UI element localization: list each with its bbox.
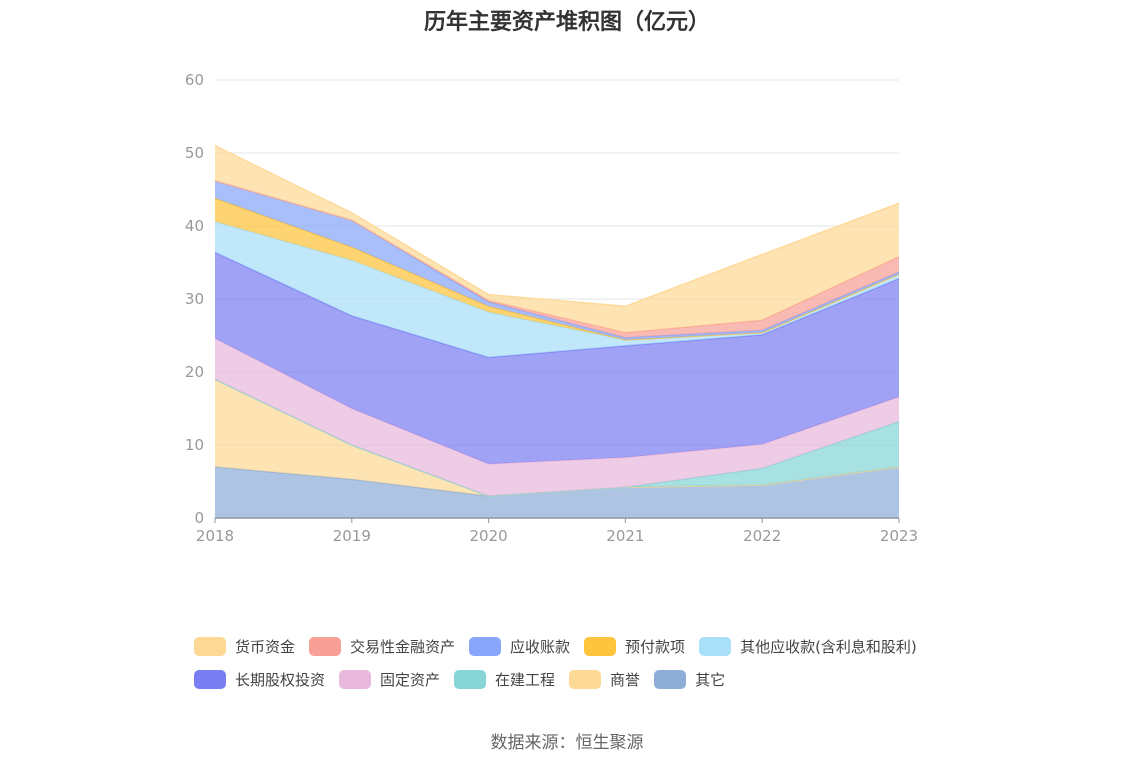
legend-label: 应收账款 [510, 638, 571, 656]
legend-row: 长期股权投资 固定资产 在建工程 商誉 其它 [194, 663, 974, 696]
legend-item[interactable]: 长期股权投资 [194, 669, 325, 690]
legend-label: 交易性金融资产 [350, 638, 456, 656]
legend-swatch [584, 637, 617, 656]
legend-swatch [454, 670, 487, 689]
legend-label: 固定资产 [380, 671, 441, 689]
x-tick-label: 2022 [743, 527, 781, 545]
y-axis: 0 10 20 30 40 50 60 [185, 71, 204, 527]
legend-label: 货币资金 [235, 638, 296, 656]
legend-item[interactable]: 其他应收款(含利息和股利) [699, 636, 917, 657]
area-layer [214, 145, 900, 518]
y-tick-label: 10 [185, 436, 204, 454]
legend-swatch [194, 637, 226, 656]
legend-swatch [699, 637, 732, 656]
legend-label: 其他应收款(含利息和股利) [740, 638, 917, 656]
legend-label: 预付款项 [625, 638, 686, 656]
x-tick-label: 2020 [470, 527, 508, 545]
legend-item[interactable]: 在建工程 [454, 669, 555, 690]
legend-swatch [469, 637, 502, 656]
series-line-9 [214, 145, 900, 308]
area-series-3[interactable] [215, 338, 899, 497]
area-series-1[interactable] [215, 379, 899, 497]
legend-swatch [339, 670, 372, 689]
x-tick-label: 2019 [333, 527, 371, 545]
data-source-note: 数据来源：恒生聚源 [490, 733, 644, 753]
legend-item[interactable]: 商誉 [569, 669, 640, 690]
x-tick-label: 2023 [880, 527, 918, 545]
legend-item[interactable]: 预付款项 [584, 636, 685, 657]
area-series-5[interactable] [215, 221, 899, 358]
legend-swatch [194, 670, 226, 689]
stacked-area-chart: 0 10 20 30 40 50 60 2018 2019 2020 2021 2022 2023 [185, 71, 918, 545]
legend-item[interactable]: 其它 [654, 669, 725, 690]
legend-swatch [309, 637, 342, 656]
y-tick-label: 60 [185, 71, 204, 89]
y-tick-label: 20 [185, 363, 204, 381]
area-series-4[interactable] [215, 252, 899, 464]
legend-label: 长期股权投资 [235, 671, 326, 689]
x-axis-labels: 2018 2019 2020 2021 2022 2023 [196, 527, 918, 545]
legend-swatch [569, 670, 602, 689]
y-tick-label: 50 [185, 144, 204, 162]
legend-item[interactable]: 交易性金融资产 [309, 636, 455, 657]
legend-label: 其它 [695, 671, 726, 689]
legend-item[interactable]: 固定资产 [339, 669, 440, 690]
legend-swatch [654, 670, 687, 689]
x-tick-label: 2021 [606, 527, 644, 545]
legend-row: 货币资金 交易性金融资产 应收账款 预付款项 其他应收款(含利息和股利) [194, 630, 974, 663]
legend-item[interactable]: 应收账款 [469, 636, 570, 657]
x-axis [214, 517, 900, 523]
area-series-9[interactable] [215, 145, 899, 333]
chart-title: 历年主要资产堆积图（亿元） [423, 10, 710, 35]
y-tick-label: 40 [185, 217, 204, 235]
legend-label: 在建工程 [495, 671, 556, 689]
x-tick-label: 2018 [196, 527, 234, 545]
y-tick-label: 30 [185, 290, 204, 308]
legend: 货币资金 交易性金融资产 应收账款 预付款项 其他应收款(含利息和股利) 长期股权投资 固定… [194, 630, 974, 696]
legend-label: 商誉 [610, 671, 641, 689]
legend-item[interactable]: 货币资金 [194, 636, 295, 657]
y-tick-label: 0 [194, 509, 204, 527]
